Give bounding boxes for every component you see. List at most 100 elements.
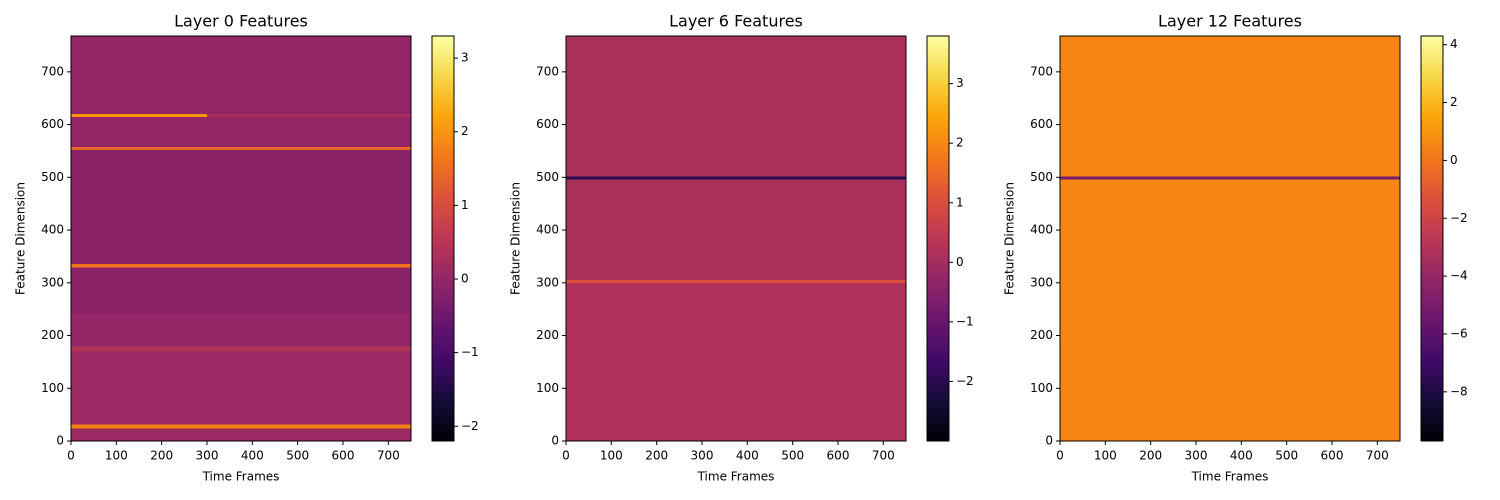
heatmap-panel: Layer 12 Features 0 100 200 300 400 500 600 700 0…: [1003, 12, 1468, 484]
x-tick-label: 100: [1094, 449, 1117, 463]
y-tick-label: 500: [41, 170, 64, 184]
heatmap-cell: [1230, 176, 1401, 180]
heatmap-cell: [207, 428, 412, 442]
heatmap-cell: [71, 424, 208, 429]
colorbar-tick-label: 2: [461, 124, 469, 138]
colorbar: [1420, 35, 1444, 442]
x-tick-label: 700: [872, 449, 895, 463]
heatmap-cell: [207, 36, 412, 114]
x-tick-label: 300: [691, 449, 714, 463]
heatmap-cell: [736, 36, 907, 177]
colorbar-tick-label: 4: [1450, 37, 1458, 51]
colorbar-tick-label: 0: [461, 272, 469, 286]
y-tick-label: 200: [536, 328, 559, 342]
chart-title: Layer 12 Features: [1158, 12, 1302, 31]
colorbar-tick-label: −2: [461, 419, 479, 433]
x-tick-label: 400: [241, 449, 264, 463]
y-tick-label: 700: [1030, 64, 1053, 78]
y-axis-label: Feature Dimension: [509, 182, 523, 295]
heatmap-cell: [1060, 176, 1231, 180]
x-tick-label: 100: [600, 449, 623, 463]
heatmap-cell: [71, 146, 208, 151]
x-tick-label: 0: [562, 449, 570, 463]
x-tick-label: 700: [1366, 449, 1389, 463]
y-tick-label: 600: [536, 117, 559, 131]
x-tick-label: 0: [1056, 449, 1064, 463]
colorbar-tick-label: 0: [1450, 153, 1458, 167]
x-axis-label: Time Frames: [202, 470, 280, 484]
heatmap-cell: [71, 36, 208, 114]
x-tick-label: 500: [286, 449, 309, 463]
y-tick-label: 400: [41, 223, 64, 237]
y-tick-label: 100: [41, 381, 64, 395]
heatmap-cell: [207, 113, 412, 117]
heatmap-cell: [566, 279, 737, 284]
heatmap-cell: [71, 149, 208, 265]
plot-frame: [1059, 35, 1401, 442]
chart-title: Layer 6 Features: [669, 12, 803, 31]
y-axis-label: Feature Dimension: [1003, 182, 1017, 295]
y-tick-label: 500: [536, 170, 559, 184]
colorbar-tick-label: 0: [956, 255, 964, 269]
colorbar-tick-label: 2: [1450, 95, 1458, 109]
x-tick-label: 0: [67, 449, 75, 463]
heatmap-cell: [207, 314, 412, 347]
heatmap-cell: [71, 346, 208, 352]
heatmap-cell: [207, 351, 412, 425]
heatmap-cell: [71, 116, 208, 148]
colorbar-tick-label: 1: [956, 195, 964, 209]
heatmap-cell: [207, 266, 412, 315]
x-tick-label: 600: [332, 449, 355, 463]
y-tick-label: 500: [1030, 170, 1053, 184]
colorbar-tick-label: −1: [461, 345, 479, 359]
x-axis-label: Time Frames: [697, 470, 775, 484]
y-tick-label: 0: [1045, 434, 1053, 448]
heatmap-cell: [736, 282, 907, 442]
heatmap-cell: [207, 424, 412, 429]
x-tick-label: 600: [1321, 449, 1344, 463]
heatmap-cell: [207, 146, 412, 151]
heatmap-cell: [71, 266, 208, 315]
y-tick-label: 200: [41, 328, 64, 342]
heatmap-cell: [71, 113, 208, 117]
colorbar-tick-label: 1: [461, 198, 469, 212]
y-tick-label: 600: [1030, 117, 1053, 131]
y-tick-label: 700: [41, 64, 64, 78]
x-tick-label: 200: [1139, 449, 1162, 463]
x-tick-label: 500: [781, 449, 804, 463]
heatmap-cell: [71, 263, 208, 268]
x-tick-label: 700: [377, 449, 400, 463]
heatmap-cell: [1230, 179, 1401, 442]
y-tick-label: 300: [536, 275, 559, 289]
y-tick-label: 400: [536, 223, 559, 237]
x-tick-label: 400: [1230, 449, 1253, 463]
colorbar-tick-label: −6: [1450, 326, 1468, 340]
heatmap-cell: [566, 36, 737, 177]
y-tick-label: 300: [1030, 275, 1053, 289]
y-tick-label: 100: [1030, 381, 1053, 395]
x-tick-label: 600: [827, 449, 850, 463]
heatmap-cell: [1230, 36, 1401, 177]
colorbar-tick-label: −8: [1450, 384, 1468, 398]
colorbar: [926, 35, 950, 442]
y-tick-label: 300: [41, 275, 64, 289]
heatmap-cell: [207, 149, 412, 265]
heatmap-panel: Layer 6 Features 0 100 200 300 400 500 600 700 0 1…: [509, 12, 974, 484]
x-tick-label: 200: [645, 449, 668, 463]
chart-title: Layer 0 Features: [174, 12, 308, 31]
heatmap-cell: [736, 176, 907, 180]
heatmap-cell: [71, 314, 208, 347]
colorbar-tick-label: 2: [956, 136, 964, 150]
plot-frame: [70, 35, 412, 442]
colorbar: [431, 35, 455, 442]
x-tick-label: 100: [105, 449, 128, 463]
x-axis-label: Time Frames: [1191, 470, 1269, 484]
plot-frame: [565, 35, 907, 442]
y-tick-label: 0: [56, 434, 64, 448]
y-tick-label: 0: [551, 434, 559, 448]
colorbar-tick-label: −1: [956, 314, 974, 328]
x-tick-label: 500: [1275, 449, 1298, 463]
heatmap-cell: [207, 346, 412, 352]
y-tick-label: 100: [536, 381, 559, 395]
